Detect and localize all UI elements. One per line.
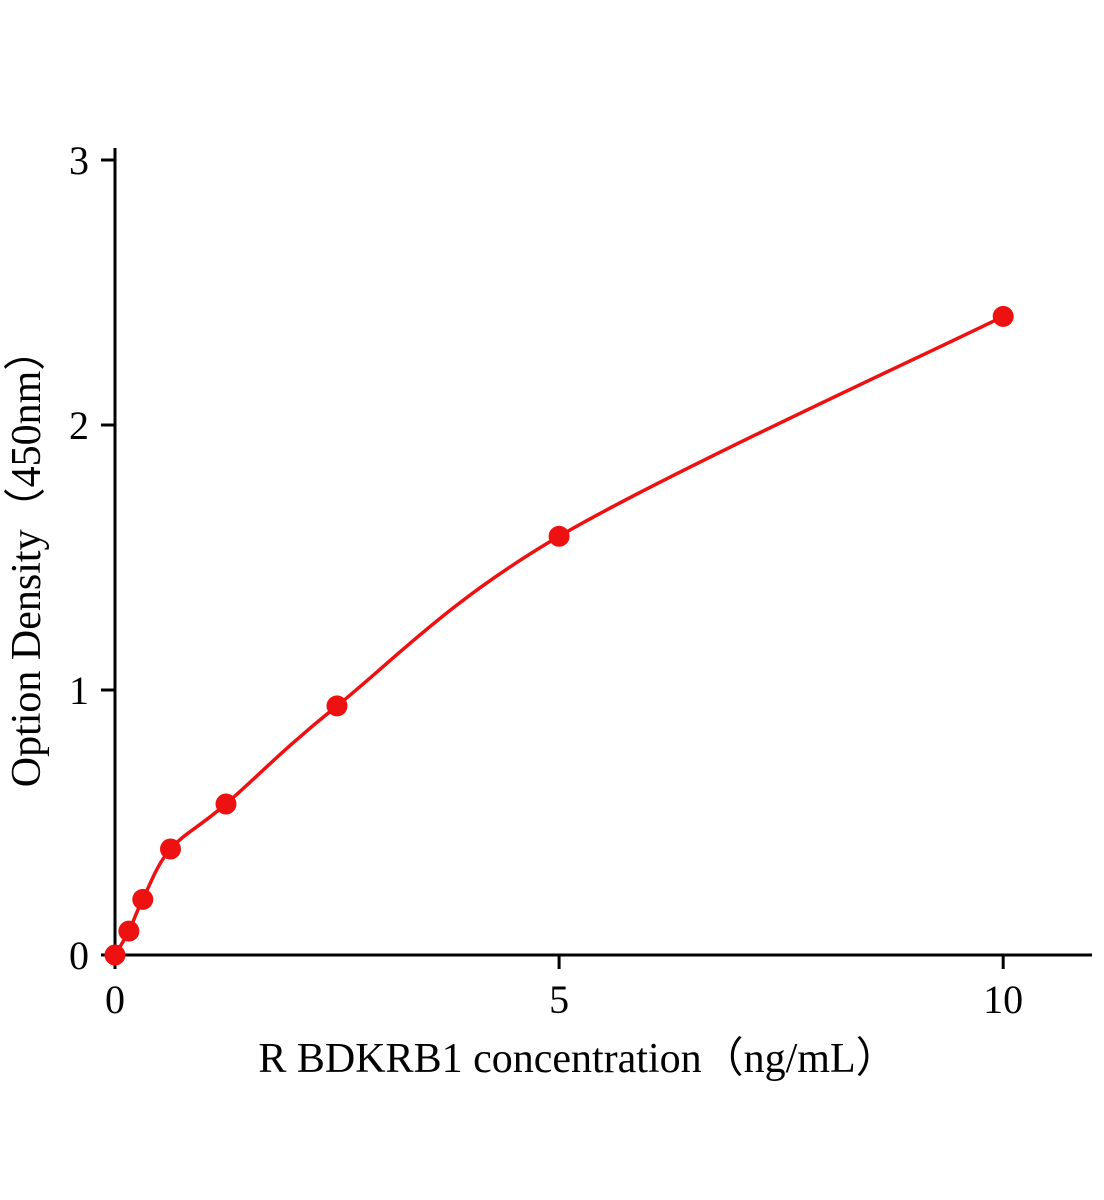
data-point [992,305,1014,327]
y-axis-label: Option Density（450nm） [4,329,50,788]
data-point [160,838,181,860]
plot-area: 0 5 10 0 1 2 3 [69,138,1092,1022]
x-tick-label: 10 [983,977,1023,1022]
y-tick-label: 3 [69,138,89,183]
x-axis-label: R BDKRB1 concentration（ng/mL） [258,1036,897,1082]
data-point [215,793,237,815]
data-point [118,920,140,942]
x-tick-label: 0 [105,977,125,1022]
y-tick-label: 1 [69,668,89,713]
data-point [104,944,126,966]
standard-curve-line [113,314,1005,957]
y-tick-label: 0 [69,933,89,978]
data-point [548,525,570,547]
data-point [326,695,348,717]
x-tick-label: 5 [549,977,569,1022]
y-tick-label: 2 [69,403,89,448]
data-point [132,888,154,910]
